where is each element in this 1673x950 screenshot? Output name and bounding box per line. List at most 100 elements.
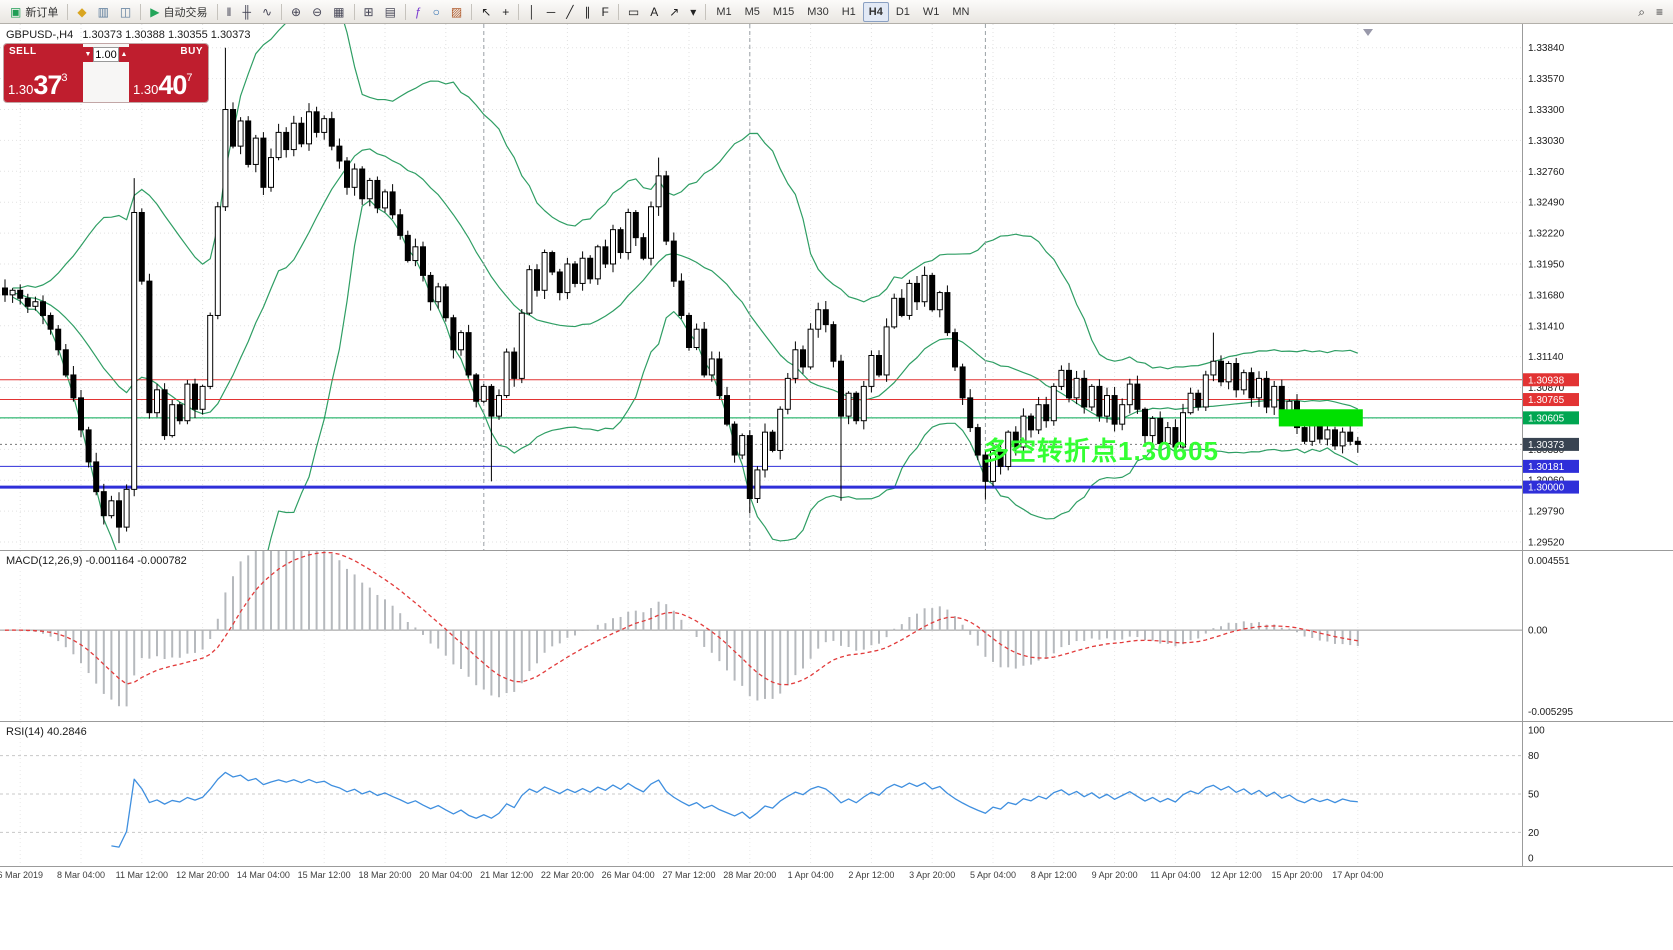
new-order-label: 新订单	[25, 6, 59, 19]
timeframe-m15-button[interactable]: M15	[772, 5, 795, 18]
svg-text:1.31950: 1.31950	[1528, 259, 1565, 270]
periods-button[interactable]: ○	[428, 1, 445, 23]
arrows-button[interactable]: ↗	[664, 1, 684, 23]
time-axis-label: 3 Apr 20:00	[909, 870, 956, 880]
svg-text:1.32760: 1.32760	[1528, 167, 1565, 178]
navigator-button[interactable]: ◫	[115, 1, 136, 23]
chart-line-icon: ∿	[261, 4, 273, 19]
timeframe-m1-button[interactable]: M1	[716, 5, 732, 18]
zoom-in-button[interactable]: ⊕	[286, 1, 306, 23]
svg-text:1.30870: 1.30870	[1528, 383, 1565, 394]
timeframe-h1-button[interactable]: H1	[841, 5, 856, 18]
rsi-canvas[interactable]: 100 80 50 20 0	[0, 722, 1673, 866]
time-axis-label: 18 Mar 20:00	[358, 870, 412, 880]
more-tools-button[interactable]: ▾	[685, 1, 701, 23]
window-list-button[interactable]: ≡	[1651, 1, 1668, 23]
timeframe-mn-button[interactable]: MN	[952, 5, 970, 18]
timeframe-m5-button[interactable]: M5	[744, 5, 760, 18]
panel-separator[interactable]	[0, 550, 1673, 551]
time-axis-label: 11 Mar 12:00	[115, 870, 168, 880]
vertical-line-button[interactable]: │	[523, 1, 541, 23]
horizontal-line-button[interactable]: ─	[542, 1, 561, 23]
window-list-icon: ≡	[1655, 4, 1663, 19]
autotrading-button[interactable]: ▶ 自动交易	[145, 1, 212, 23]
time-axis-label: 14 Mar 04:00	[236, 870, 290, 880]
main-chart-canvas[interactable]: 1.33840 1.33570 1.33300 1.33030 1.32760 1.324…	[0, 24, 1673, 550]
zoom-out-button[interactable]: ⊖	[307, 1, 327, 23]
text-button[interactable]: A	[645, 1, 663, 23]
time-axis-label: 6 Mar 2019	[0, 870, 43, 880]
autotrading-label: 自动交易	[163, 6, 208, 19]
svg-text:1.30000: 1.30000	[1528, 483, 1565, 494]
timeframe-w1-button[interactable]: W1	[922, 5, 940, 18]
svg-text:1.29790: 1.29790	[1528, 507, 1565, 518]
buy-price-main: 40	[158, 70, 187, 100]
fibonacci-button[interactable]: F	[597, 1, 614, 23]
toolbar: ▣ 新订单 ◆ ▥ ◫ ▶ 自动交易 ‖ ╫ ∿ ⊕ ⊖ ▦ ⊞ ▤ ƒ ○ ▨ ↖ + │ ─ ╱ ∥ F ▭ A ↗ ▾ M1 M5 M1…	[0, 0, 1673, 24]
chart-bars-button[interactable]: ‖	[222, 1, 237, 23]
svg-text:20: 20	[1528, 828, 1540, 839]
chart-area[interactable]: 1.33840 1.33570 1.33300 1.33030 1.32760 1.324…	[0, 24, 1673, 950]
buy-price-prefix: 1.30	[133, 82, 159, 97]
trendline-icon: ╱	[566, 4, 574, 19]
volume-increase-button[interactable]: ▲	[119, 47, 129, 62]
price-scale[interactable]	[1523, 24, 1673, 867]
svg-text:1.30765: 1.30765	[1528, 395, 1565, 406]
auto-arrange-button[interactable]: ▦	[328, 1, 349, 23]
chart-symbol-period: GBPUSD-,H4	[6, 29, 74, 41]
one-click-trade-panel: SELL 1.30373 ▼ ▲ BUY 1.30407	[4, 44, 208, 102]
tile-windows-button[interactable]: ⊞	[359, 1, 379, 23]
chart-header: GBPUSD-,H4 1.30373 1.30388 1.30355 1.303…	[6, 29, 257, 41]
time-axis-label: 15 Mar 12:00	[297, 870, 351, 880]
svg-text:-0.005295: -0.005295	[1528, 707, 1573, 718]
svg-text:1.29520: 1.29520	[1528, 537, 1565, 548]
sell-button[interactable]: SELL 1.30373	[4, 44, 83, 102]
horizontal-line-icon: ─	[546, 4, 556, 19]
crosshair-button[interactable]: +	[497, 1, 514, 23]
chart-candles-button[interactable]: ╫	[237, 1, 256, 23]
time-axis-label: 20 Mar 04:00	[419, 870, 473, 880]
time-axis-label: 15 Apr 20:00	[1271, 870, 1323, 880]
time-axis-label: 8 Apr 12:00	[1030, 870, 1077, 880]
equidistant-channel-button[interactable]: ∥	[580, 1, 596, 23]
svg-text:1.33030: 1.33030	[1528, 136, 1565, 147]
macd-canvas[interactable]: 0.004551 0.00 -0.005295	[0, 551, 1673, 721]
time-axis[interactable]: 6 Mar 2019 8 Mar 04:00 11 Mar 12:00 12 Mar …	[0, 867, 1673, 885]
sell-price-pip: 3	[61, 72, 68, 84]
autotrading-icon: ▶	[150, 4, 160, 19]
svg-text:1.31410: 1.31410	[1528, 321, 1565, 332]
svg-text:0.004551: 0.004551	[1528, 556, 1570, 567]
search-button[interactable]: ⌕	[1633, 1, 1650, 23]
volume-decrease-button[interactable]: ▼	[83, 47, 93, 62]
svg-text:1.33300: 1.33300	[1528, 105, 1565, 116]
sell-price-prefix: 1.30	[8, 82, 34, 97]
periods-icon: ○	[432, 4, 440, 19]
time-axis-label: 21 Mar 12:00	[480, 870, 534, 880]
svg-text:1.31140: 1.31140	[1528, 352, 1564, 363]
cursor-button[interactable]: ↖	[476, 1, 496, 23]
trendline-button[interactable]: ╱	[561, 1, 578, 23]
chart-line-button[interactable]: ∿	[257, 1, 277, 23]
svg-text:0: 0	[1528, 854, 1534, 865]
shapes-icon: ▭	[627, 4, 640, 19]
cascade-windows-button[interactable]: ▤	[380, 1, 401, 23]
svg-text:1.31680: 1.31680	[1528, 290, 1565, 301]
timeframe-d1-button[interactable]: D1	[895, 5, 910, 18]
new-order-button[interactable]: ▣ 新订单	[5, 1, 63, 23]
volume-input[interactable]	[93, 47, 119, 62]
market-watch-button[interactable]: ◆	[72, 1, 91, 23]
indicators-button[interactable]: ƒ	[410, 1, 427, 23]
svg-text:80: 80	[1528, 751, 1540, 762]
toolbar-separator	[216, 3, 218, 20]
zoom-out-icon: ⊖	[312, 4, 323, 19]
templates-button[interactable]: ▨	[446, 1, 467, 23]
time-axis-label: 1 Apr 04:00	[787, 870, 834, 880]
data-window-button[interactable]: ▥	[93, 1, 114, 23]
panel-separator[interactable]	[0, 721, 1673, 722]
buy-button[interactable]: BUY 1.30407	[129, 44, 208, 102]
shapes-button[interactable]: ▭	[623, 1, 644, 23]
timeframe-m30-button[interactable]: M30	[807, 5, 829, 18]
timeframe-h4-button[interactable]: H4	[862, 1, 889, 22]
time-axis-label: 17 Apr 04:00	[1332, 870, 1384, 880]
indicators-icon: ƒ	[414, 4, 422, 19]
